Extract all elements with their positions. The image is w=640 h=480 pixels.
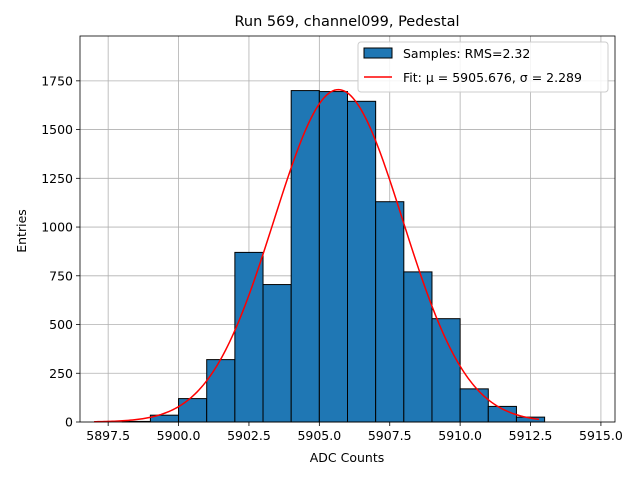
histogram-bar: [459, 388, 489, 423]
x-tick-label-6: 5912.5: [509, 428, 553, 443]
y-tick-label-3: 750: [49, 268, 73, 283]
y-tick-label-2: 500: [49, 317, 73, 332]
y-tick-label-6: 1500: [41, 122, 73, 137]
legend: Samples: RMS=2.32 Fit: μ = 5905.676, σ =…: [357, 41, 609, 93]
x-tick-label-1: 5900.0: [157, 428, 201, 443]
gaussian-fit-curve: [94, 88, 540, 423]
legend-fit-label: Fit: μ = 5905.676, σ = 2.289: [403, 70, 582, 85]
histogram-bar: [178, 398, 208, 423]
y-axis-label: Entries: [14, 209, 29, 253]
x-tick-label-5: 5910.0: [438, 428, 482, 443]
plot-frame: [79, 35, 616, 423]
legend-histogram-swatch: [363, 47, 393, 59]
histogram-bars: [121, 90, 546, 423]
x-axis-label: ADC Counts: [310, 450, 385, 465]
x-tick-label-2: 5902.5: [227, 428, 271, 443]
legend-box: [357, 41, 609, 93]
x-tick-label-3: 5905.0: [297, 428, 341, 443]
histogram-bar: [347, 100, 377, 423]
histogram-bar: [431, 318, 461, 423]
y-tick-label-5: 1250: [41, 171, 73, 186]
y-axis-ticks: 0 250 500 750 1000 1250 1500 1750: [41, 73, 80, 430]
chart-title: Run 569, channel099, Pedestal: [234, 14, 459, 30]
histogram-bar: [234, 251, 264, 423]
x-axis-ticks: 5897.5 5900.0 5902.5 5905.0 5907.5 5910.0 5912…: [86, 422, 623, 443]
histogram-bar: [262, 284, 292, 423]
legend-histogram-label: Samples: RMS=2.32: [403, 46, 530, 61]
histogram-bar: [318, 91, 348, 423]
x-tick-label-0: 5897.5: [86, 428, 130, 443]
histogram-bar: [290, 90, 320, 423]
y-tick-label-0: 0: [65, 415, 73, 430]
histogram-bar: [375, 201, 405, 423]
y-tick-label-4: 1000: [41, 220, 73, 235]
x-tick-label-7: 5915.0: [579, 428, 623, 443]
x-tick-label-4: 5907.5: [368, 428, 412, 443]
y-tick-label-1: 250: [49, 366, 73, 381]
y-tick-label-7: 1750: [41, 73, 73, 88]
histogram-bar: [206, 359, 236, 423]
